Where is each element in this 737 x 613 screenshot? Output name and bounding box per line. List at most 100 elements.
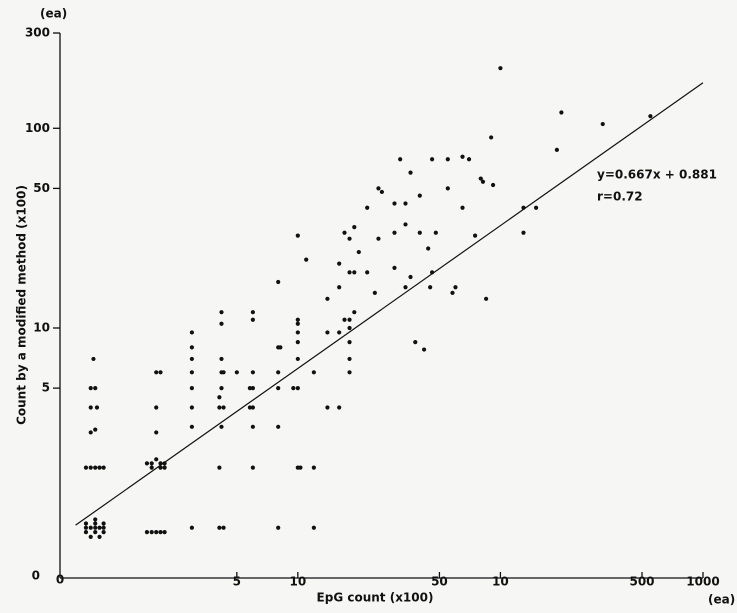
point [428,285,433,290]
point [521,230,526,235]
point [97,525,102,530]
point [158,370,163,375]
point [295,339,300,345]
point [372,290,377,295]
point [304,257,309,262]
point [559,110,564,115]
point [101,521,106,526]
point [94,405,100,410]
point [154,370,159,375]
point [533,205,539,210]
origin-label-x: 0 [56,573,64,587]
point [154,530,159,535]
point [101,525,106,530]
point [93,530,98,535]
point [376,186,381,191]
point [250,405,255,410]
x-axis-label: EpG count (x100) [317,591,434,605]
point [250,370,255,375]
point [392,265,397,270]
point [379,189,384,195]
point [217,525,222,530]
point [276,370,281,375]
point [478,176,483,181]
point [219,386,224,391]
x-tick-label: 10 [492,575,509,589]
y-tick-label: 10 [33,320,50,334]
point [337,285,342,290]
point [93,525,98,530]
point [276,279,281,285]
point [278,345,283,350]
point [325,330,330,335]
point [91,356,96,362]
point [376,236,381,241]
point [417,230,422,235]
point [189,525,194,530]
point [325,296,330,301]
point [347,356,352,362]
point [433,230,438,235]
fit-line [75,82,704,526]
point [298,465,303,470]
point [408,274,413,280]
point [403,222,408,227]
point [347,325,352,331]
point [189,386,194,391]
point [93,465,98,470]
point [88,525,93,530]
point [189,356,194,362]
point [93,427,98,432]
point [352,225,357,230]
point [247,386,252,391]
point [337,330,342,335]
point [347,270,352,275]
point [149,530,154,535]
x-tick-label: 50 [431,575,448,589]
point [219,321,224,326]
point [347,236,352,241]
point [392,230,397,235]
point [356,249,361,255]
point [325,405,330,410]
point [83,465,89,470]
point [234,370,239,375]
point [453,285,458,290]
point [295,386,300,391]
origin-label-y: 0 [32,569,40,583]
point [473,233,478,238]
point [189,330,194,335]
point [490,182,496,188]
point [144,530,150,535]
point [398,157,403,162]
point [219,356,224,362]
point [413,339,418,345]
point [101,530,106,535]
y-unit: (ea) [40,7,67,21]
point [250,386,255,391]
y-tick-label: 5 [42,381,50,395]
point [365,270,370,275]
point [247,405,252,410]
point [154,430,159,435]
point [460,205,465,210]
point [295,233,300,238]
point [88,386,93,391]
point [162,465,167,470]
point [295,317,300,322]
point [189,370,194,375]
y-tick-label: 50 [33,181,50,195]
point [154,405,159,410]
point [250,310,255,315]
point [347,317,352,322]
point [337,261,342,266]
point [421,347,427,352]
point [154,457,159,462]
point [217,395,222,400]
point [88,534,93,539]
point [276,386,281,391]
point [342,317,347,322]
point [189,424,194,429]
point [311,525,316,530]
y-tick-label: 100 [25,121,50,135]
